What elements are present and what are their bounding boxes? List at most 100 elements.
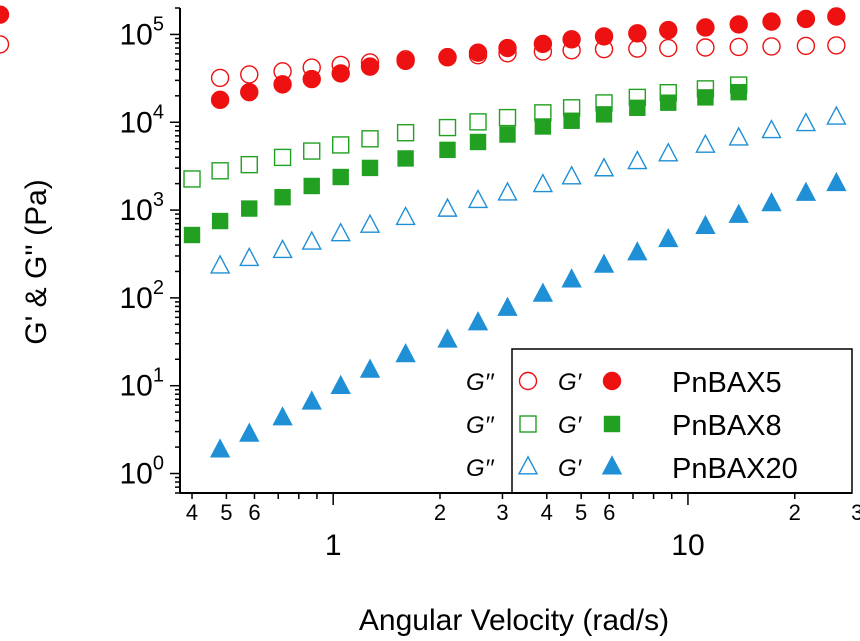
legend-g1-label-pnbax8: G′ (558, 412, 583, 439)
x-minor-tick-label-6: 5 (575, 500, 587, 525)
point-pnbax8-g1-10 (499, 126, 516, 143)
point-pnbax8-g1-5 (332, 168, 349, 186)
point-pnbax20-g1-3 (301, 390, 322, 410)
point-pnbax20-g2-10 (532, 173, 554, 193)
data-marks (0, 5, 847, 458)
plot-area: G′′ G′ PnBAX5 G′′ G′ PnBAX8 G′′ G′ PnBAX20 (0, 5, 853, 505)
point-pnbax20-g1-11 (561, 268, 582, 288)
point-pnbax5-g1-15 (696, 18, 715, 37)
point-pnbax5-g1-0 (210, 90, 230, 110)
y-tick-label-0: 100 (120, 453, 165, 491)
x-minor-tick-label-5: 4 (541, 500, 553, 525)
point-pnbax5-g2-0 (210, 68, 230, 88)
point-pnbax8-g2-10 (498, 108, 517, 127)
point-pnbax8-g2-9 (469, 113, 487, 131)
point-pnbax5-g1-20 (0, 5, 10, 24)
legend-marker-g1-pnbax8 (603, 415, 621, 433)
point-pnbax5-g1-6 (396, 51, 415, 71)
legend-g1-label-pnbax20: G′ (558, 455, 583, 482)
point-pnbax8-g2-2 (240, 155, 258, 174)
point-pnbax20-g2-7 (437, 197, 458, 217)
point-pnbax5-g1-4 (331, 64, 350, 83)
point-pnbax8-g2-4 (303, 142, 321, 160)
point-pnbax5-g1-17 (762, 12, 781, 31)
x-axis-title: Angular Velocity (rad/s) (359, 604, 669, 637)
point-pnbax8-g2-0 (183, 170, 201, 188)
legend: G′′ G′ PnBAX5 G′′ G′ PnBAX8 G′′ G′ PnBAX20 (466, 348, 853, 494)
point-pnbax20-g1-4 (330, 374, 351, 394)
point-pnbax20-g1-19 (826, 171, 847, 192)
legend-g1-label-pnbax5: G′ (558, 369, 583, 396)
y-tick-label-5: 105 (120, 13, 165, 51)
point-pnbax20-g1-14 (658, 227, 679, 248)
point-pnbax5-g2-17 (762, 37, 781, 56)
point-pnbax8-g1-17 (730, 83, 747, 101)
point-pnbax8-g1-8 (439, 141, 456, 159)
point-pnbax20-g2-4 (330, 222, 351, 242)
point-pnbax8-g1-14 (629, 99, 646, 117)
point-pnbax20-g2-17 (761, 119, 782, 139)
point-pnbax5-g1-13 (628, 24, 647, 43)
point-pnbax20-g2-11 (561, 165, 582, 185)
point-pnbax5-g1-12 (594, 27, 614, 46)
point-pnbax5-g1-14 (659, 20, 678, 40)
legend-g2-label-pnbax20: G′′ (466, 455, 495, 482)
point-pnbax5-g1-8 (468, 43, 488, 62)
x-minor-tick-label-8: 2 (789, 500, 801, 525)
axes (170, 7, 852, 505)
point-pnbax8-g1-12 (563, 112, 580, 129)
point-pnbax20-g1-7 (437, 328, 458, 348)
series-pnbax8 (183, 76, 748, 244)
point-pnbax8-g1-4 (303, 177, 320, 195)
point-pnbax5-g2-14 (659, 38, 678, 58)
point-pnbax8-g1-16 (697, 89, 714, 106)
point-pnbax8-g1-15 (660, 94, 677, 111)
x-major-tick-label-1: 10 (671, 529, 704, 562)
point-pnbax5-g1-1 (240, 82, 259, 102)
point-pnbax8-g1-0 (183, 226, 201, 244)
point-pnbax8-g1-7 (397, 150, 414, 167)
x-minor-tick-label-7: 6 (603, 500, 615, 525)
y-tick-label-2: 102 (120, 277, 165, 315)
y-tick-label-3: 103 (120, 189, 165, 227)
point-pnbax20-g2-3 (301, 230, 322, 250)
point-pnbax20-g2-13 (627, 150, 648, 170)
x-minor-tick-label-3: 2 (434, 500, 446, 525)
series-pnbax20 (209, 105, 847, 458)
point-pnbax5-g1-9 (498, 38, 517, 58)
legend-marker-g1-pnbax5 (602, 371, 622, 391)
x-minor-tick-label-9: 3 (851, 500, 860, 525)
point-pnbax20-g2-16 (728, 126, 749, 146)
point-pnbax20-g1-1 (239, 422, 260, 442)
point-pnbax5-g1-7 (438, 48, 457, 67)
y-tick-label-4: 104 (120, 101, 165, 139)
legend-name-pnbax8: PnBAX8 (672, 410, 782, 442)
point-pnbax20-g2-15 (695, 133, 716, 153)
legend-marker-g1-pnbax20 (601, 455, 623, 475)
legend-marker-g2-pnbax8 (519, 415, 537, 433)
x-minor-tick-label-0: 4 (186, 500, 198, 525)
legend-name-pnbax5: PnBAX5 (672, 367, 782, 399)
point-pnbax8-g1-1 (211, 212, 229, 230)
point-pnbax5-g1-5 (360, 57, 380, 76)
legend-name-pnbax20: PnBAX20 (672, 453, 798, 485)
point-pnbax8-g1-6 (361, 159, 379, 177)
legend-g2-label-pnbax5: G′′ (466, 369, 495, 396)
point-pnbax5-g2-13 (628, 39, 647, 58)
point-pnbax20-g2-12 (593, 157, 615, 177)
point-pnbax5-g1-16 (729, 15, 748, 34)
point-pnbax20-g2-18 (795, 112, 817, 132)
point-pnbax20-g1-10 (532, 282, 554, 302)
x-minor-tick-label-4: 3 (496, 500, 508, 525)
y-tick-label-1: 101 (120, 365, 165, 403)
point-pnbax20-g1-2 (272, 406, 293, 426)
point-pnbax5-g1-3 (302, 69, 321, 89)
x-minor-tick-label-2: 6 (248, 500, 260, 525)
point-pnbax20-g1-18 (795, 181, 817, 201)
point-pnbax8-g2-1 (211, 162, 229, 180)
point-pnbax5-g1-19 (827, 7, 846, 26)
point-pnbax20-g1-12 (593, 253, 615, 273)
point-pnbax5-g1-18 (796, 9, 816, 29)
